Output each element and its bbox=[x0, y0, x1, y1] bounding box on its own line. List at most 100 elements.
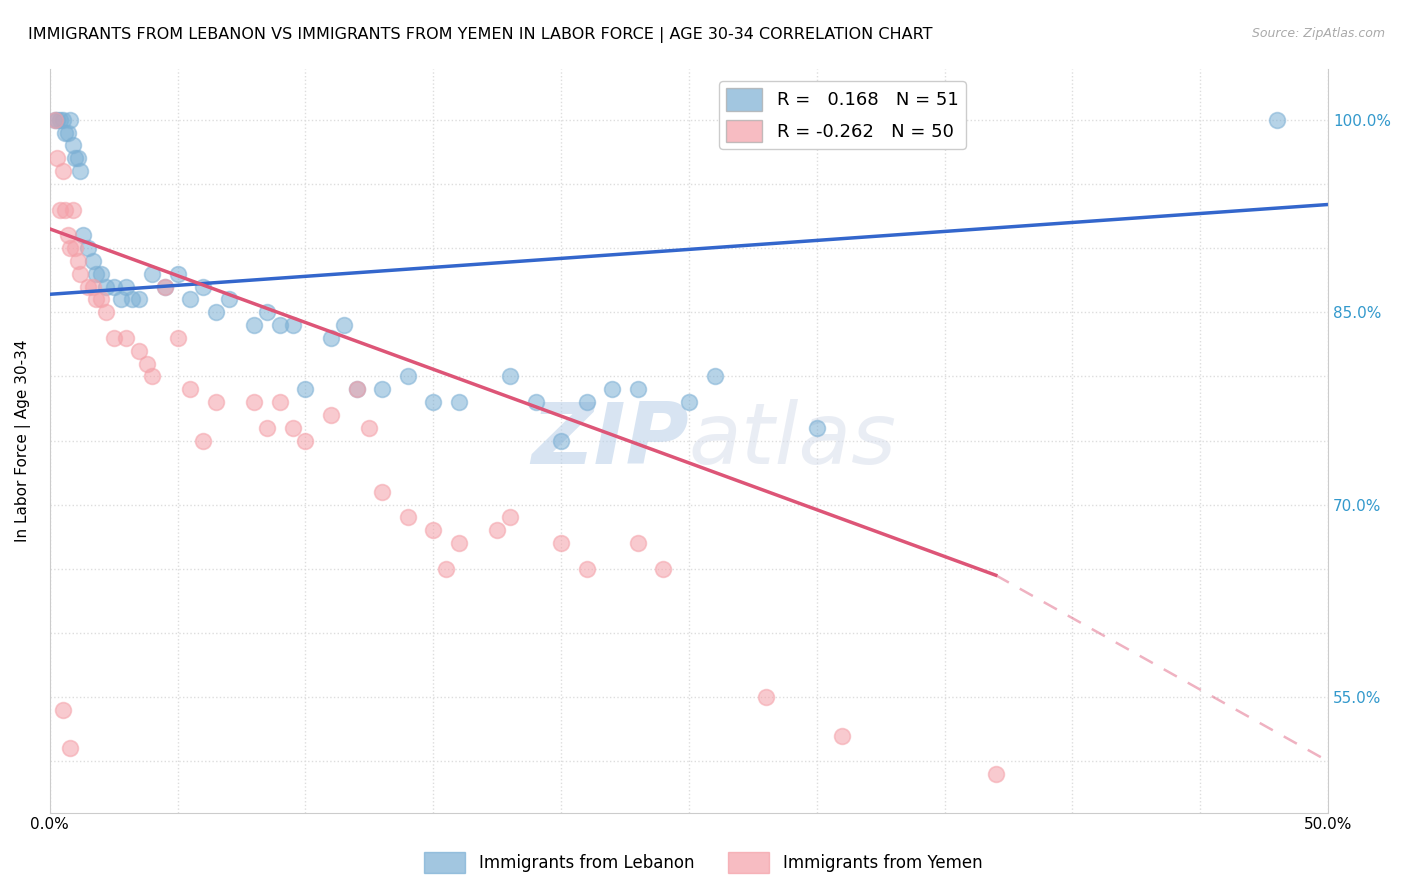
Point bbox=[44, 112, 66, 127]
Point bbox=[82, 279, 104, 293]
Point bbox=[65, 151, 87, 165]
Point bbox=[46, 151, 69, 165]
Point bbox=[103, 279, 125, 293]
Point bbox=[984, 767, 1007, 781]
Point bbox=[678, 395, 700, 409]
Point bbox=[153, 279, 176, 293]
Point bbox=[447, 536, 470, 550]
Text: Source: ZipAtlas.com: Source: ZipAtlas.com bbox=[1251, 27, 1385, 40]
Point bbox=[115, 279, 138, 293]
Point bbox=[179, 293, 201, 307]
Point bbox=[51, 703, 73, 717]
Point bbox=[66, 254, 89, 268]
Point bbox=[499, 369, 522, 384]
Point bbox=[166, 267, 188, 281]
Point bbox=[141, 267, 163, 281]
Point bbox=[53, 126, 76, 140]
Point bbox=[319, 331, 342, 345]
Legend: Immigrants from Lebanon, Immigrants from Yemen: Immigrants from Lebanon, Immigrants from… bbox=[418, 846, 988, 880]
Point bbox=[191, 279, 214, 293]
Point bbox=[135, 357, 157, 371]
Point bbox=[524, 395, 547, 409]
Point bbox=[115, 331, 138, 345]
Point bbox=[56, 126, 79, 140]
Point bbox=[294, 382, 316, 396]
Point bbox=[69, 164, 91, 178]
Point bbox=[66, 151, 89, 165]
Point bbox=[422, 395, 444, 409]
Point bbox=[72, 228, 94, 243]
Point bbox=[371, 382, 394, 396]
Point bbox=[53, 202, 76, 217]
Point bbox=[110, 293, 132, 307]
Point bbox=[575, 395, 598, 409]
Point bbox=[346, 382, 368, 396]
Point bbox=[627, 382, 650, 396]
Point bbox=[59, 741, 82, 756]
Point bbox=[46, 112, 69, 127]
Point bbox=[128, 293, 150, 307]
Point bbox=[69, 267, 91, 281]
Point bbox=[65, 241, 87, 255]
Point bbox=[359, 420, 381, 434]
Point bbox=[84, 293, 107, 307]
Point bbox=[82, 254, 104, 268]
Point bbox=[56, 228, 79, 243]
Point bbox=[44, 112, 66, 127]
Point bbox=[755, 690, 778, 704]
Point bbox=[422, 524, 444, 538]
Point bbox=[831, 729, 853, 743]
Point bbox=[396, 369, 419, 384]
Legend: R =   0.168   N = 51, R = -0.262   N = 50: R = 0.168 N = 51, R = -0.262 N = 50 bbox=[718, 81, 966, 149]
Point bbox=[550, 536, 572, 550]
Point bbox=[191, 434, 214, 448]
Point bbox=[256, 305, 278, 319]
Point bbox=[59, 241, 82, 255]
Point bbox=[179, 382, 201, 396]
Point bbox=[346, 382, 368, 396]
Point bbox=[627, 536, 650, 550]
Point bbox=[141, 369, 163, 384]
Point bbox=[269, 395, 291, 409]
Point bbox=[59, 112, 82, 127]
Point bbox=[166, 331, 188, 345]
Point bbox=[77, 279, 100, 293]
Point bbox=[121, 293, 143, 307]
Point bbox=[153, 279, 176, 293]
Point bbox=[806, 420, 828, 434]
Point bbox=[103, 331, 125, 345]
Point bbox=[486, 524, 509, 538]
Point bbox=[434, 562, 457, 576]
Point bbox=[94, 305, 117, 319]
Point bbox=[550, 434, 572, 448]
Point bbox=[90, 293, 112, 307]
Point bbox=[281, 420, 304, 434]
Point bbox=[319, 408, 342, 422]
Point bbox=[371, 484, 394, 499]
Point bbox=[243, 395, 266, 409]
Point bbox=[294, 434, 316, 448]
Point bbox=[77, 241, 100, 255]
Point bbox=[396, 510, 419, 524]
Point bbox=[652, 562, 675, 576]
Point bbox=[269, 318, 291, 332]
Point bbox=[281, 318, 304, 332]
Point bbox=[49, 202, 72, 217]
Point bbox=[128, 343, 150, 358]
Point bbox=[62, 138, 84, 153]
Point bbox=[205, 395, 228, 409]
Point bbox=[447, 395, 470, 409]
Point bbox=[600, 382, 623, 396]
Text: atlas: atlas bbox=[689, 399, 897, 482]
Point bbox=[94, 279, 117, 293]
Point bbox=[51, 112, 73, 127]
Text: ZIP: ZIP bbox=[531, 399, 689, 482]
Point bbox=[1265, 112, 1288, 127]
Point bbox=[575, 562, 598, 576]
Point bbox=[218, 293, 240, 307]
Y-axis label: In Labor Force | Age 30-34: In Labor Force | Age 30-34 bbox=[15, 339, 31, 541]
Point bbox=[84, 267, 107, 281]
Point bbox=[205, 305, 228, 319]
Point bbox=[62, 202, 84, 217]
Point bbox=[256, 420, 278, 434]
